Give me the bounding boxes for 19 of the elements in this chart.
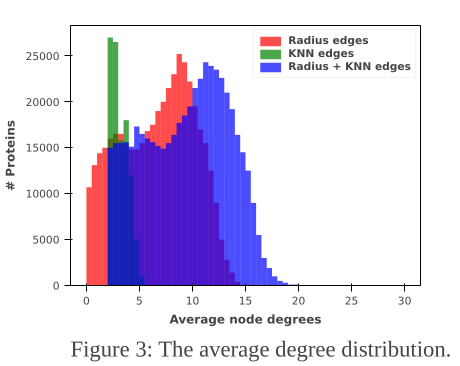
y-tick-label: 15000 — [26, 142, 60, 155]
y-tick-label: 5000 — [32, 234, 60, 247]
x-tick-label: 25 — [344, 294, 358, 308]
caption: Figure 3: The average degree distribution. — [70, 336, 452, 362]
x-tick-label: 20 — [292, 294, 306, 308]
y-axis-title: # Proteins — [4, 120, 18, 191]
x-tick-label: 5 — [136, 294, 143, 308]
legend-label: Radius edges — [288, 34, 369, 47]
x-axis-title: Average node degrees — [169, 312, 322, 326]
y-tick-label: 10000 — [26, 188, 60, 201]
legend-label: KNN edges — [288, 47, 354, 60]
y-tick-label: 20000 — [26, 96, 60, 109]
y-tick-label: 0 — [52, 280, 60, 292]
x-tick-label: 30 — [398, 294, 412, 308]
x-tick-label: 10 — [186, 294, 200, 308]
legend-label: Radius + KNN edges — [288, 60, 411, 73]
y-tick-label: 25000 — [26, 50, 60, 63]
x-tick-label: 0 — [83, 294, 90, 308]
x-tick-label: 15 — [238, 294, 252, 308]
